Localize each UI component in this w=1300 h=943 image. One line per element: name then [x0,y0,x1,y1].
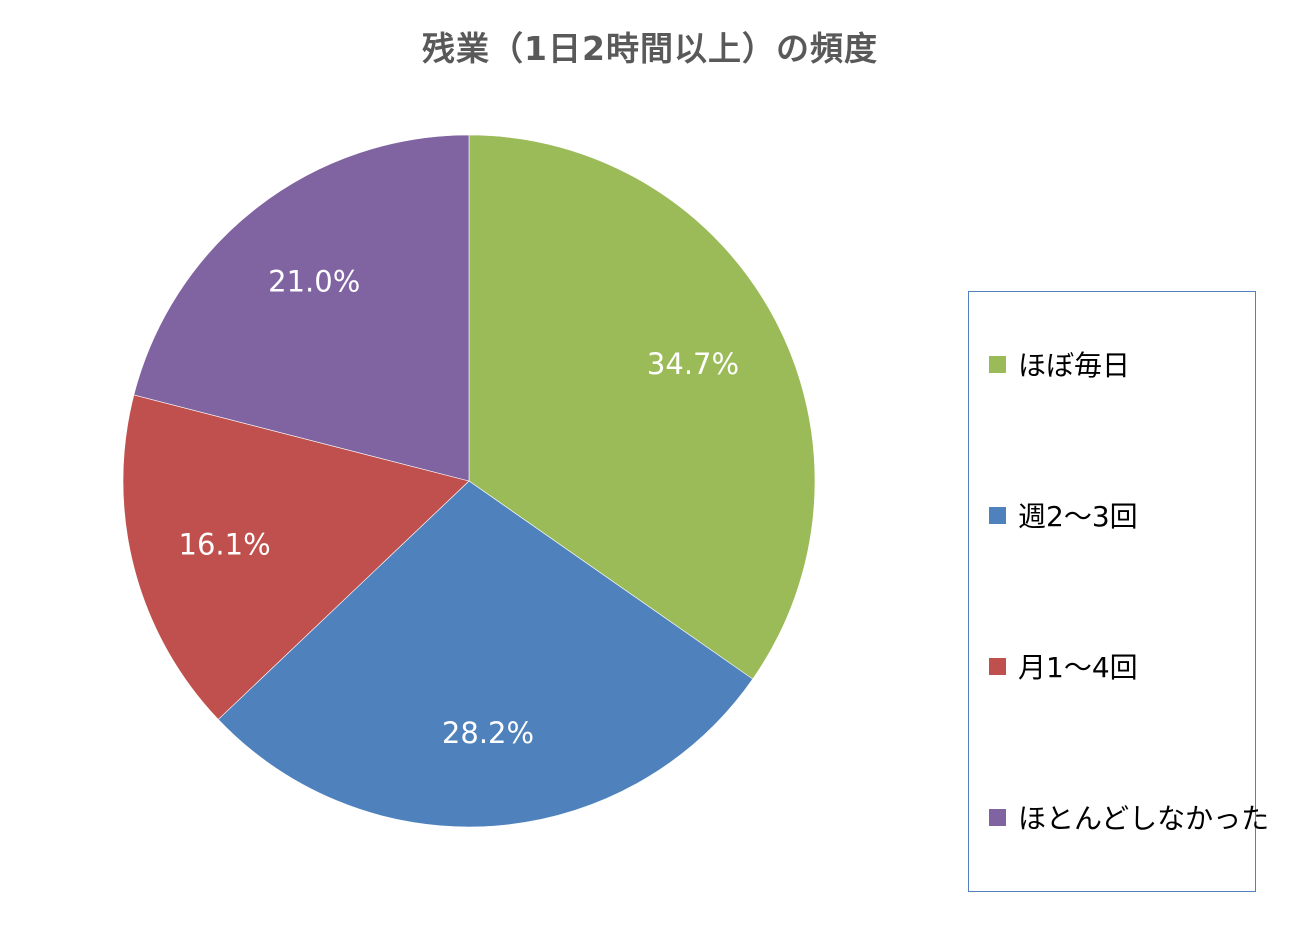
legend-label-0: ほぼ毎日 [1018,349,1131,382]
legend-swatch-0 [989,355,1006,373]
pie-slice-rarely [133,134,470,482]
data-label-monthly: 16.1% [179,528,271,562]
legend-item-2: 月1～4回 [989,646,1138,686]
legend-swatch-3 [989,808,1006,826]
data-label-rarely: 21.0% [268,264,360,298]
legend-label-2: 月1～4回 [1018,651,1138,684]
pie-slice-weekly [217,480,754,828]
legend-item-0: ほぼ毎日 [989,344,1130,384]
pie-slice-monthly [122,394,470,720]
legend-label-3: ほとんどしなかった [1018,802,1270,835]
data-label-weekly: 28.2% [442,716,534,750]
pie-slice-daily [468,134,816,680]
pie-data-labels: 34.7% 28.2% 16.1% 21.0% [179,264,740,750]
chart-title: 残業（1日2時間以上）の頻度 [422,29,878,68]
legend: ほぼ毎日 週2～3回 月1～4回 ほとんどしなかった [968,291,1269,892]
legend-swatch-1 [989,506,1006,524]
legend-item-3: ほとんどしなかった [989,797,1269,837]
legend-label-1: 週2～3回 [1018,500,1138,533]
legend-item-1: 週2～3回 [989,495,1138,535]
data-label-daily: 34.7% [647,347,739,381]
pie-slices [122,134,816,828]
legend-swatch-2 [989,657,1006,675]
